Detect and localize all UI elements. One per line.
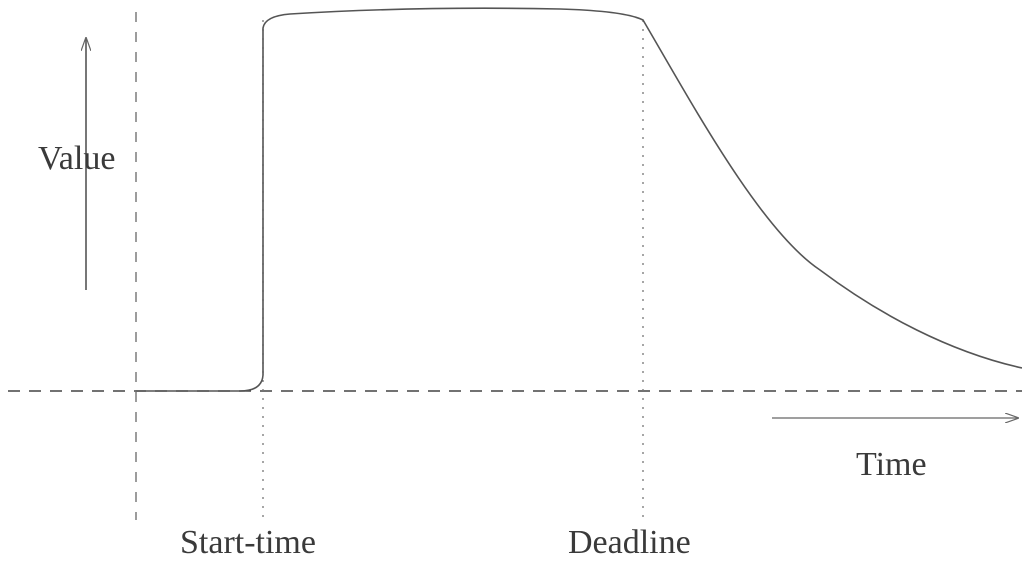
value-axis-label: Value [38, 140, 116, 177]
deadline-label: Deadline [568, 524, 691, 561]
start-time-label: Start-time [180, 524, 316, 561]
time-axis-label: Time [856, 446, 927, 483]
value-curve [136, 7, 1022, 392]
